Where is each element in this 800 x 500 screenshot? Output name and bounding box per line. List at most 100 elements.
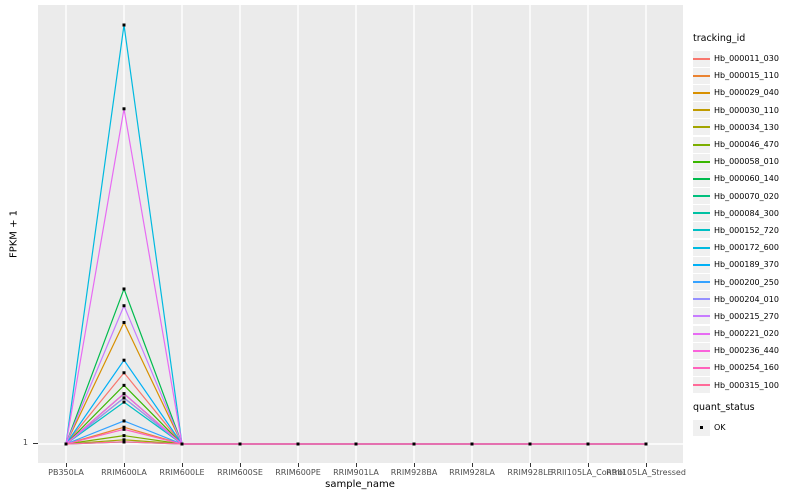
legend-item-label: Hb_000015_110 — [714, 71, 779, 81]
legend-item-Hb_000060_140: Hb_000060_140 — [693, 170, 799, 187]
data-point — [122, 320, 126, 324]
legend-item-label: Hb_000200_250 — [714, 277, 779, 287]
legend-item-label: Hb_000221_020 — [714, 329, 779, 339]
x-tick-mark — [124, 463, 125, 467]
data-point — [122, 400, 126, 404]
data-point — [64, 442, 68, 446]
legend-item-label: Hb_000315_100 — [714, 380, 779, 390]
x-tick-mark — [646, 463, 647, 467]
data-point — [644, 442, 648, 446]
legend-item-label: Hb_000236_440 — [714, 346, 779, 356]
x-tick-mark — [356, 463, 357, 467]
legend-key-line-icon — [693, 377, 710, 394]
legend-item-label: Hb_000215_270 — [714, 311, 779, 321]
legend-key-line-icon — [693, 170, 710, 187]
legend-item-label: Hb_000029_040 — [714, 88, 779, 98]
legend-item-Hb_000172_600: Hb_000172_600 — [693, 239, 799, 256]
legend-item-Hb_000015_110: Hb_000015_110 — [693, 67, 799, 84]
x-tick-label-RRIM600LA: RRIM600LA — [101, 468, 147, 477]
data-point — [122, 304, 126, 308]
legend-key-line-icon — [693, 256, 710, 273]
x-tick-mark — [298, 463, 299, 467]
legend-key-line-icon — [693, 308, 710, 325]
x-tick-label-RRIM928LE: RRIM928LE — [507, 468, 553, 477]
legend-tracking-items: Hb_000011_030 Hb_000015_110 Hb_000029_040 H… — [693, 50, 799, 394]
legend-item-Hb_000152_720: Hb_000152_720 — [693, 222, 799, 239]
legend-item-Hb_000236_440: Hb_000236_440 — [693, 342, 799, 359]
legend-item-label: Hb_000084_300 — [714, 208, 779, 218]
legend-item-Hb_000204_010: Hb_000204_010 — [693, 291, 799, 308]
x-tick-label-RRIM600PE: RRIM600PE — [275, 468, 321, 477]
legend-item-label: Hb_000030_110 — [714, 105, 779, 115]
data-point — [122, 425, 126, 429]
data-point — [122, 396, 126, 400]
legend-key-line-icon — [693, 222, 710, 239]
data-point — [238, 442, 242, 446]
legend-item-Hb_000029_040: Hb_000029_040 — [693, 84, 799, 101]
legend-key-line-icon — [693, 325, 710, 342]
data-point — [354, 442, 358, 446]
legend-item-label: Hb_000046_470 — [714, 140, 779, 150]
legend-item-label: Hb_000204_010 — [714, 294, 779, 304]
legend-item-label: Hb_000011_030 — [714, 54, 779, 64]
legend-item-Hb_000084_300: Hb_000084_300 — [693, 205, 799, 222]
data-point — [122, 358, 126, 362]
legend-key-line-icon — [693, 205, 710, 222]
data-point — [296, 442, 300, 446]
data-point — [122, 383, 126, 387]
legend-key-line-icon — [693, 342, 710, 359]
data-point — [122, 392, 126, 396]
legend-key-line-icon — [693, 119, 710, 136]
data-point — [122, 438, 126, 442]
x-tick-mark — [182, 463, 183, 467]
x-tick-label-RRII105LA_Stressed: RRII105LA_Stressed — [606, 468, 686, 477]
x-tick-mark — [530, 463, 531, 467]
data-point — [412, 442, 416, 446]
legend-key-line-icon — [693, 102, 710, 119]
data-point — [122, 107, 126, 111]
x-tick-label-RRIM600LE: RRIM600LE — [159, 468, 205, 477]
data-point — [122, 427, 126, 431]
legend-item-label: Hb_000254_160 — [714, 363, 779, 373]
plot-canvas — [38, 5, 683, 463]
plot-panel — [38, 5, 683, 463]
data-point — [122, 419, 126, 423]
x-tick-label-PB350LA: PB350LA — [48, 468, 84, 477]
data-point — [470, 442, 474, 446]
legend-key-line-icon — [693, 136, 710, 153]
legend-item-Hb_000070_020: Hb_000070_020 — [693, 188, 799, 205]
data-point — [586, 442, 590, 446]
legend-item-Hb_000215_270: Hb_000215_270 — [693, 308, 799, 325]
x-tick-mark — [66, 463, 67, 467]
legend-item-label: Hb_000172_600 — [714, 243, 779, 253]
x-tick-mark — [414, 463, 415, 467]
legend-item-label: Hb_000152_720 — [714, 225, 779, 235]
legend-item-label: OK — [714, 423, 726, 433]
legend-item-label: Hb_000034_130 — [714, 122, 779, 132]
data-point — [122, 287, 126, 291]
legend-item-label: Hb_000058_010 — [714, 157, 779, 167]
legend-key-line-icon — [693, 67, 710, 84]
legend-key-line-icon — [693, 239, 710, 256]
data-point — [528, 442, 532, 446]
y-tick-mark — [33, 443, 38, 444]
legend-key-line-icon — [693, 274, 710, 291]
ok-point-key — [693, 419, 710, 436]
legend-key-line-icon — [693, 50, 710, 67]
legend-tracking-id: tracking_id Hb_000011_030 Hb_000015_110 Hb… — [693, 33, 799, 394]
legend-item-ok: OK — [693, 419, 799, 436]
legend-item-Hb_000200_250: Hb_000200_250 — [693, 273, 799, 291]
x-tick-mark — [472, 463, 473, 467]
legend-item-Hb_000046_470: Hb_000046_470 — [693, 136, 799, 153]
legend-item-label: Hb_000189_370 — [714, 260, 779, 270]
x-axis-title: sample_name — [325, 479, 395, 490]
data-point — [122, 371, 126, 375]
legend-tracking-title: tracking_id — [693, 33, 746, 44]
x-tick-label-RRII105LA_Control: RRII105LA_Control — [550, 468, 626, 477]
x-tick-label-RRIM901LA: RRIM901LA — [333, 468, 379, 477]
x-tick-label-RRIM928BA: RRIM928BA — [390, 468, 438, 477]
legend-key-line-icon — [693, 84, 710, 101]
legend-item-Hb_000034_130: Hb_000034_130 — [693, 119, 799, 136]
legend-item-Hb_000030_110: Hb_000030_110 — [693, 102, 799, 119]
